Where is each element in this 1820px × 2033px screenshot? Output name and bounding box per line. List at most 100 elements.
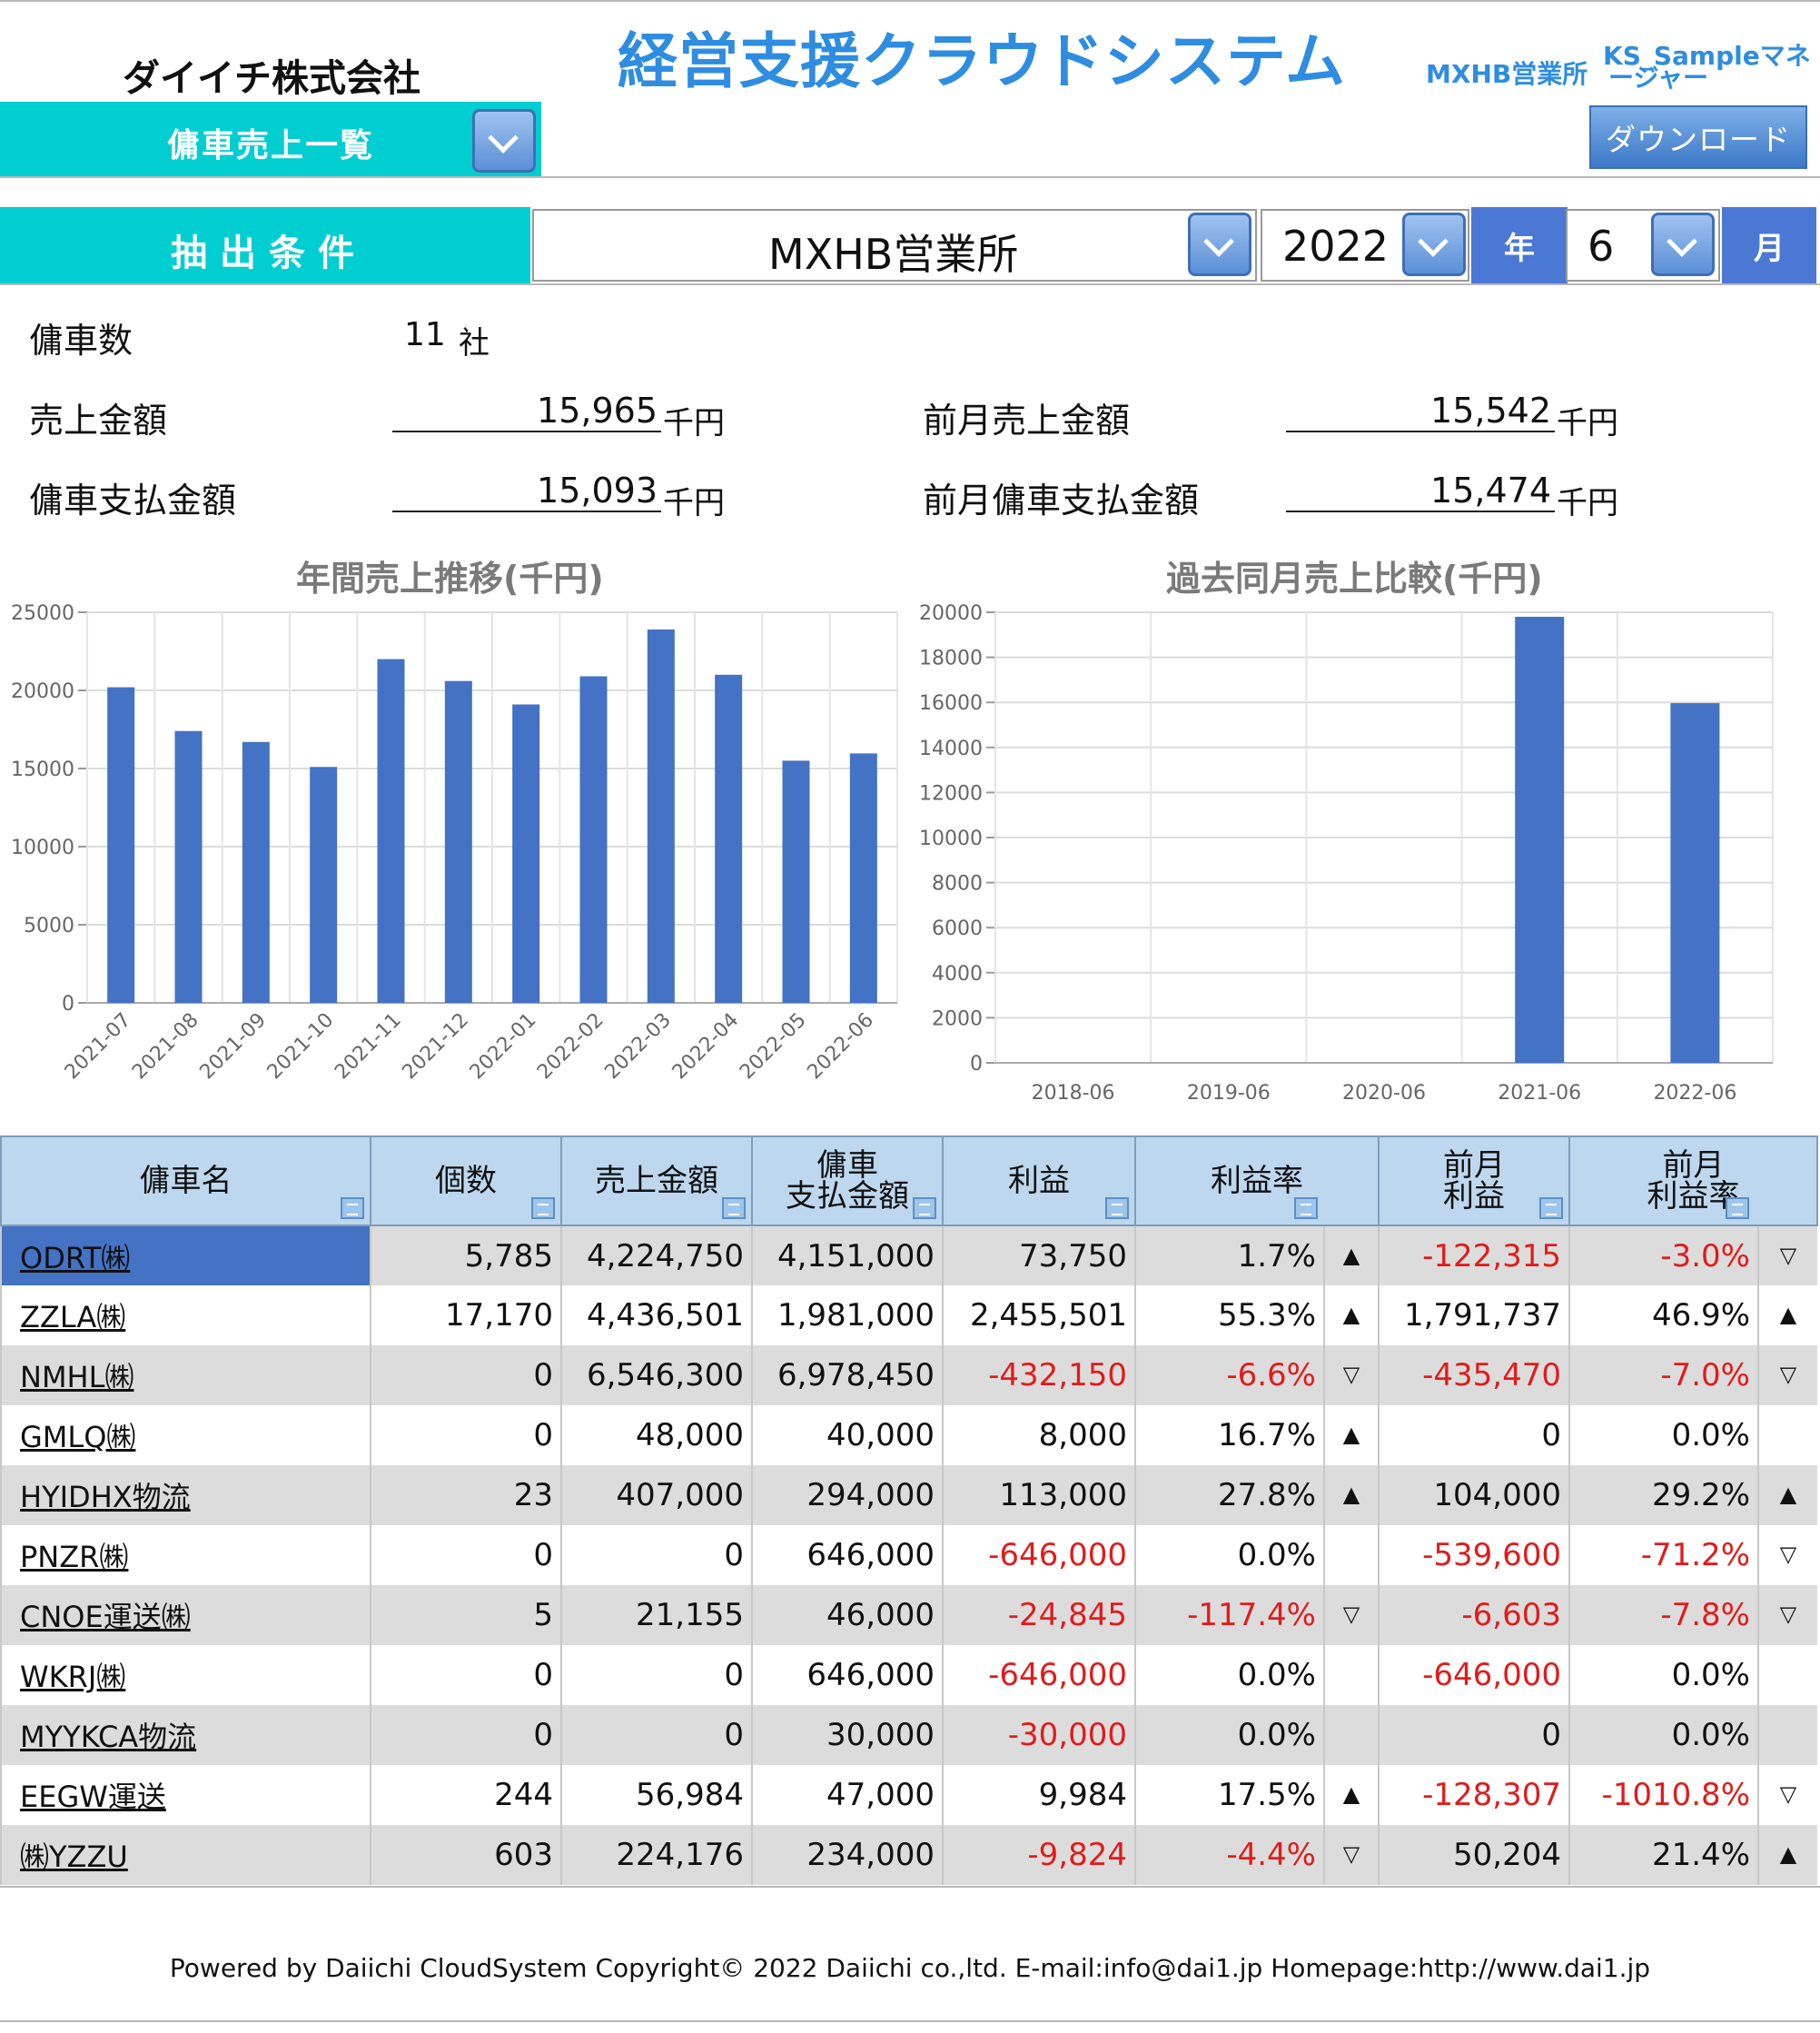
vendor-name-link[interactable]: MYYKCA物流	[0, 1705, 371, 1765]
x-tick-label: 2022-05	[736, 1009, 811, 1085]
cell-sales: 4,436,501	[560, 1285, 752, 1345]
filter-icon[interactable]	[531, 1197, 555, 1219]
table-row[interactable]: ㈱YZZU 603 224,176 234,000 -9,824 -4.4% ▽ 50,204…	[0, 1825, 1817, 1885]
trend-icon: ▲	[1323, 1225, 1379, 1285]
footer-copyright: Powered by Daiichi CloudSystem Copyright…	[169, 1953, 1651, 1983]
bar[interactable]	[647, 629, 675, 1003]
prev-payment-label: 前月傭車支払金額	[923, 481, 1200, 521]
sales-label: 売上金額	[29, 401, 168, 441]
cell-prev-profit: 50,204	[1378, 1825, 1569, 1885]
cell-pay: 234,000	[751, 1825, 943, 1885]
year-select-value: 2022	[1282, 222, 1390, 271]
cell-count: 0	[370, 1645, 561, 1705]
cell-profit: -9,824	[942, 1825, 1135, 1885]
filter-icon[interactable]	[1539, 1197, 1563, 1219]
bar[interactable]	[310, 767, 338, 1003]
cell-pay: 646,000	[751, 1525, 943, 1585]
y-tick-label: 15000	[11, 759, 74, 781]
menu-bar	[0, 102, 541, 178]
year-dropdown-button[interactable]	[1402, 213, 1466, 276]
vendor-name-link[interactable]: CNOE運送㈱	[0, 1585, 371, 1645]
col-profit: 利益	[942, 1136, 1136, 1226]
filter-icon[interactable]	[1105, 1197, 1129, 1219]
vendor-name-link[interactable]: EEGW運送	[0, 1765, 371, 1825]
bar[interactable]	[512, 704, 540, 1003]
table-row[interactable]: WKRJ㈱ 0 0 646,000 -646,000 0.0% -646,000 0.0%	[0, 1645, 1817, 1705]
filter-bar	[0, 207, 530, 283]
payment-value: 15,093	[392, 471, 661, 512]
trend-icon: ▽	[1323, 1345, 1379, 1405]
cell-rate: 0.0%	[1134, 1645, 1324, 1705]
filter-icon[interactable]	[1726, 1197, 1749, 1219]
filter-icon[interactable]	[722, 1197, 746, 1219]
cell-count: 603	[370, 1825, 561, 1885]
table-row[interactable]: EEGW運送 244 56,984 47,000 9,984 17.5% ▲ -128,307…	[0, 1765, 1817, 1825]
x-tick-label: 2022-03	[600, 1009, 676, 1085]
table-row[interactable]: GMLQ㈱ 0 48,000 40,000 8,000 16.7% ▲ 0 0.0%	[0, 1405, 1817, 1465]
table-row[interactable]: MYYKCA物流 0 0 30,000 -30,000 0.0% 0 0.0%	[0, 1705, 1817, 1765]
cell-prev-rate: -71.2%	[1568, 1525, 1758, 1585]
cell-prev-profit: 0	[1378, 1405, 1569, 1465]
month-unit: 月	[1722, 207, 1816, 283]
vendor-name-link[interactable]: HYIDHX物流	[0, 1465, 371, 1525]
col-profit-rate-label: 利益率	[1211, 1163, 1303, 1199]
vendor-name-link[interactable]: GMLQ㈱	[0, 1405, 371, 1465]
bar[interactable]	[174, 730, 203, 1003]
table-row[interactable]: HYIDHX物流 23 407,000 294,000 113,000 27.8% ▲ 104…	[0, 1465, 1817, 1525]
month-select-value: 6	[1588, 222, 1615, 271]
bar[interactable]	[579, 676, 608, 1003]
vendor-name-link[interactable]: PNZR㈱	[0, 1525, 371, 1585]
x-tick-label: 2018-06	[1032, 1082, 1115, 1099]
bar[interactable]	[1670, 703, 1720, 1063]
office-dropdown-button[interactable]	[1188, 213, 1251, 276]
cell-rate: 1.7%	[1134, 1225, 1324, 1285]
prev-sales-label: 前月売上金額	[923, 401, 1131, 441]
office-select[interactable]: MXHB営業所	[532, 209, 1257, 282]
trend-icon: ▲	[1757, 1285, 1817, 1345]
vendor-name-link[interactable]: ㈱YZZU	[0, 1825, 371, 1885]
cell-sales: 0	[560, 1525, 752, 1585]
trend-icon: ▽	[1757, 1525, 1817, 1585]
cell-prev-rate: -7.0%	[1568, 1345, 1758, 1405]
bar[interactable]	[849, 753, 877, 1003]
bar[interactable]	[107, 687, 135, 1003]
company-name: ダイイチ株式会社	[123, 56, 420, 100]
x-tick-label: 2022-04	[668, 1009, 744, 1085]
x-tick-label: 2021-11	[331, 1009, 406, 1085]
cell-prev-rate: 0.0%	[1568, 1405, 1758, 1465]
cell-profit: -432,150	[942, 1345, 1135, 1405]
cell-prev-profit: 104,000	[1378, 1465, 1569, 1525]
bar[interactable]	[377, 659, 405, 1003]
filter-icon[interactable]	[913, 1197, 936, 1219]
x-tick-label: 2021-08	[128, 1009, 203, 1085]
prev-sales-unit: 千円	[1557, 405, 1618, 441]
cell-sales: 56,984	[560, 1765, 752, 1825]
table-row[interactable]: PNZR㈱ 0 0 646,000 -646,000 0.0% -539,600 -71.2%…	[0, 1525, 1817, 1585]
y-tick-label: 0	[970, 1053, 983, 1076]
header-user[interactable]: KS_Sampleマネ ージャー	[1603, 44, 1812, 91]
table-row[interactable]: ZZLA㈱ 17,170 4,436,501 1,981,000 2,455,501 55…	[0, 1285, 1817, 1345]
filter-icon[interactable]	[341, 1197, 364, 1219]
vendor-name-link[interactable]: ZZLA㈱	[0, 1285, 371, 1345]
x-tick-label: 2022-06	[803, 1009, 878, 1085]
table-row[interactable]: CNOE運送㈱ 5 21,155 46,000 -24,845 -117.4% ▽ -6,60…	[0, 1585, 1817, 1645]
vendor-count-value: 11	[404, 316, 446, 353]
col-profit-label: 利益	[1008, 1163, 1070, 1199]
vendor-name-link[interactable]: WKRJ㈱	[0, 1645, 371, 1705]
cell-prev-profit: 0	[1378, 1705, 1569, 1765]
filter-icon[interactable]	[1294, 1197, 1318, 1219]
table-row[interactable]: NMHL㈱ 0 6,546,300 6,978,450 -432,150 -6.6% ▽ -4…	[0, 1345, 1817, 1405]
table-row[interactable]: ODRT㈱ 5,785 4,224,750 4,151,000 73,750 1.7% ▲ -…	[0, 1225, 1817, 1285]
month-dropdown-button[interactable]	[1651, 213, 1715, 276]
download-button[interactable]: ダウンロード	[1589, 105, 1807, 169]
menu-dropdown-button[interactable]	[472, 109, 536, 173]
bar[interactable]	[782, 760, 810, 1003]
cell-rate: 55.3%	[1134, 1285, 1324, 1345]
bar[interactable]	[715, 674, 743, 1003]
vendor-name-link[interactable]: NMHL㈱	[0, 1345, 371, 1405]
vendor-name-link[interactable]: ODRT㈱	[0, 1225, 371, 1285]
bar[interactable]	[1515, 616, 1565, 1063]
bar[interactable]	[444, 680, 472, 1003]
cell-rate: -117.4%	[1134, 1585, 1324, 1645]
bar[interactable]	[242, 741, 270, 1003]
